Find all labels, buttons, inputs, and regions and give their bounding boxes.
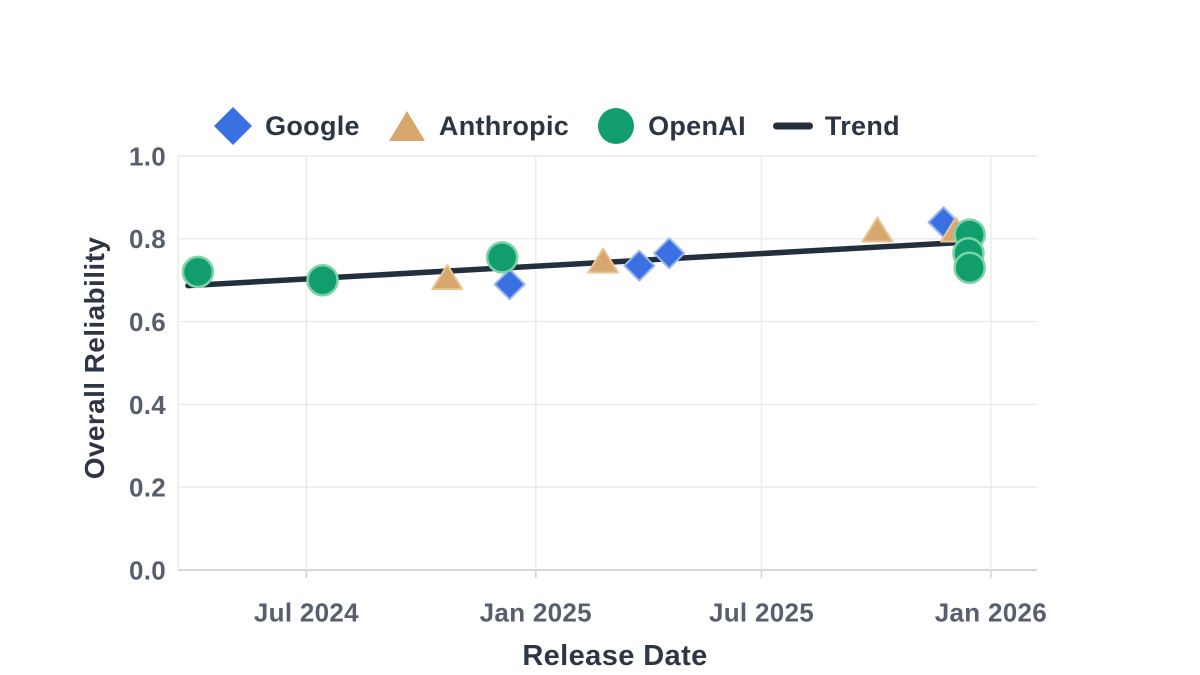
x-tick-label: Jan 2025 (480, 597, 592, 627)
circle-marker-icon (598, 108, 635, 144)
circle-marker-icon (598, 108, 635, 144)
data-point-openai (306, 263, 339, 297)
legend-item-openai: OpenAI (595, 105, 746, 147)
x-tick-label: Jul 2025 (709, 597, 814, 627)
data-point-anthropic (431, 264, 464, 291)
data-point-openai (485, 241, 519, 274)
y-tick-label: 1.0 (129, 141, 166, 171)
line-marker-icon (772, 122, 813, 130)
legend-item-anthropic: Anthropic (386, 105, 569, 147)
chart-legend: Google Anthropic OpenAI Trend (0, 103, 1112, 149)
x-tick-label: Jan 2026 (935, 597, 1047, 627)
data-point-openai (953, 251, 986, 285)
triangle-marker-icon (388, 111, 425, 141)
tick-labels-layer: 0.0 0.2 0.4 0.6 0.8 1.0 Jul 2024 Jan 2025 Jul 20… (129, 141, 1047, 627)
legend-label: Anthropic (438, 110, 570, 141)
data-points-layer (181, 206, 986, 301)
legend-item-trend: Trend (772, 105, 900, 147)
y-tick-label: 0.0 (129, 555, 166, 585)
y-tick-label: 0.4 (129, 390, 166, 420)
legend-label: Trend (824, 110, 900, 141)
trend-layer (185, 239, 970, 289)
y-tick-label: 0.8 (129, 224, 166, 254)
y-tick-label: 0.6 (129, 307, 166, 337)
data-point-google (653, 237, 686, 270)
diamond-marker-icon (214, 107, 253, 145)
grid-layer (177, 155, 1037, 578)
data-point-openai (181, 255, 215, 289)
x-tick-label: Jul 2024 (254, 597, 359, 627)
data-point-google (493, 268, 526, 301)
data-point-anthropic (587, 247, 620, 274)
legend-label: OpenAI (648, 110, 746, 141)
trend-line (185, 239, 970, 289)
triangle-marker-icon (388, 111, 425, 141)
line-marker-icon (772, 122, 813, 130)
x-axis-title: Release Date (522, 640, 707, 672)
y-axis-title: Overall Reliability (79, 237, 110, 480)
y-tick-label: 0.2 (129, 473, 166, 503)
data-point-anthropic (861, 216, 894, 243)
data-point-google (623, 249, 656, 282)
diamond-marker-icon (214, 107, 253, 145)
legend-label: Google (265, 110, 360, 141)
legend-item-google: Google (212, 105, 360, 147)
